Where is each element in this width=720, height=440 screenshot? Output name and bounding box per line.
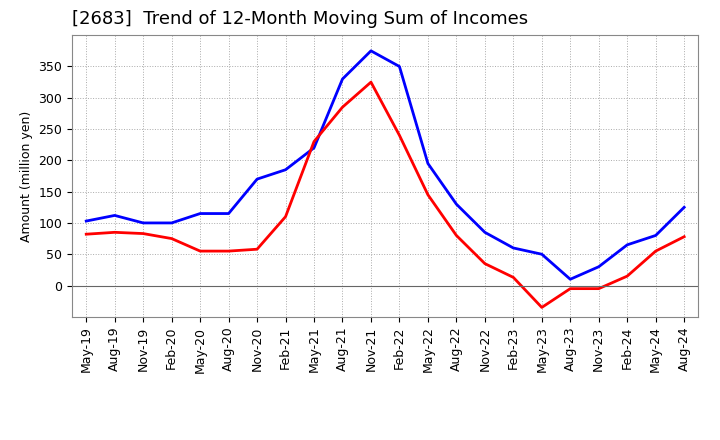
Net Income	[452, 233, 461, 238]
Net Income	[196, 249, 204, 254]
Ordinary Income	[110, 213, 119, 218]
Net Income	[139, 231, 148, 236]
Net Income	[338, 105, 347, 110]
Net Income	[680, 234, 688, 239]
Ordinary Income	[395, 64, 404, 69]
Ordinary Income	[423, 161, 432, 166]
Net Income	[366, 80, 375, 85]
Text: [2683]  Trend of 12-Month Moving Sum of Incomes: [2683] Trend of 12-Month Moving Sum of I…	[72, 10, 528, 28]
Net Income	[282, 214, 290, 219]
Net Income	[395, 133, 404, 138]
Net Income	[225, 249, 233, 254]
Ordinary Income	[480, 230, 489, 235]
Net Income	[167, 236, 176, 241]
Net Income	[110, 230, 119, 235]
Net Income	[82, 231, 91, 237]
Net Income	[509, 275, 518, 280]
Ordinary Income	[338, 77, 347, 82]
Net Income	[253, 246, 261, 252]
Ordinary Income	[566, 277, 575, 282]
Net Income	[595, 286, 603, 291]
Ordinary Income	[623, 242, 631, 247]
Net Income	[623, 274, 631, 279]
Ordinary Income	[366, 48, 375, 54]
Ordinary Income	[680, 205, 688, 210]
Y-axis label: Amount (million yen): Amount (million yen)	[20, 110, 33, 242]
Ordinary Income	[139, 220, 148, 226]
Ordinary Income	[282, 167, 290, 172]
Net Income	[480, 261, 489, 266]
Ordinary Income	[595, 264, 603, 269]
Ordinary Income	[82, 218, 91, 224]
Ordinary Income	[310, 145, 318, 150]
Net Income	[537, 305, 546, 310]
Ordinary Income	[167, 220, 176, 226]
Ordinary Income	[509, 246, 518, 251]
Net Income	[310, 139, 318, 144]
Ordinary Income	[452, 202, 461, 207]
Net Income	[423, 192, 432, 198]
Ordinary Income	[537, 252, 546, 257]
Ordinary Income	[652, 233, 660, 238]
Ordinary Income	[196, 211, 204, 216]
Net Income	[652, 249, 660, 254]
Net Income	[566, 286, 575, 291]
Line: Ordinary Income: Ordinary Income	[86, 51, 684, 279]
Line: Net Income: Net Income	[86, 82, 684, 308]
Ordinary Income	[225, 211, 233, 216]
Ordinary Income	[253, 176, 261, 182]
